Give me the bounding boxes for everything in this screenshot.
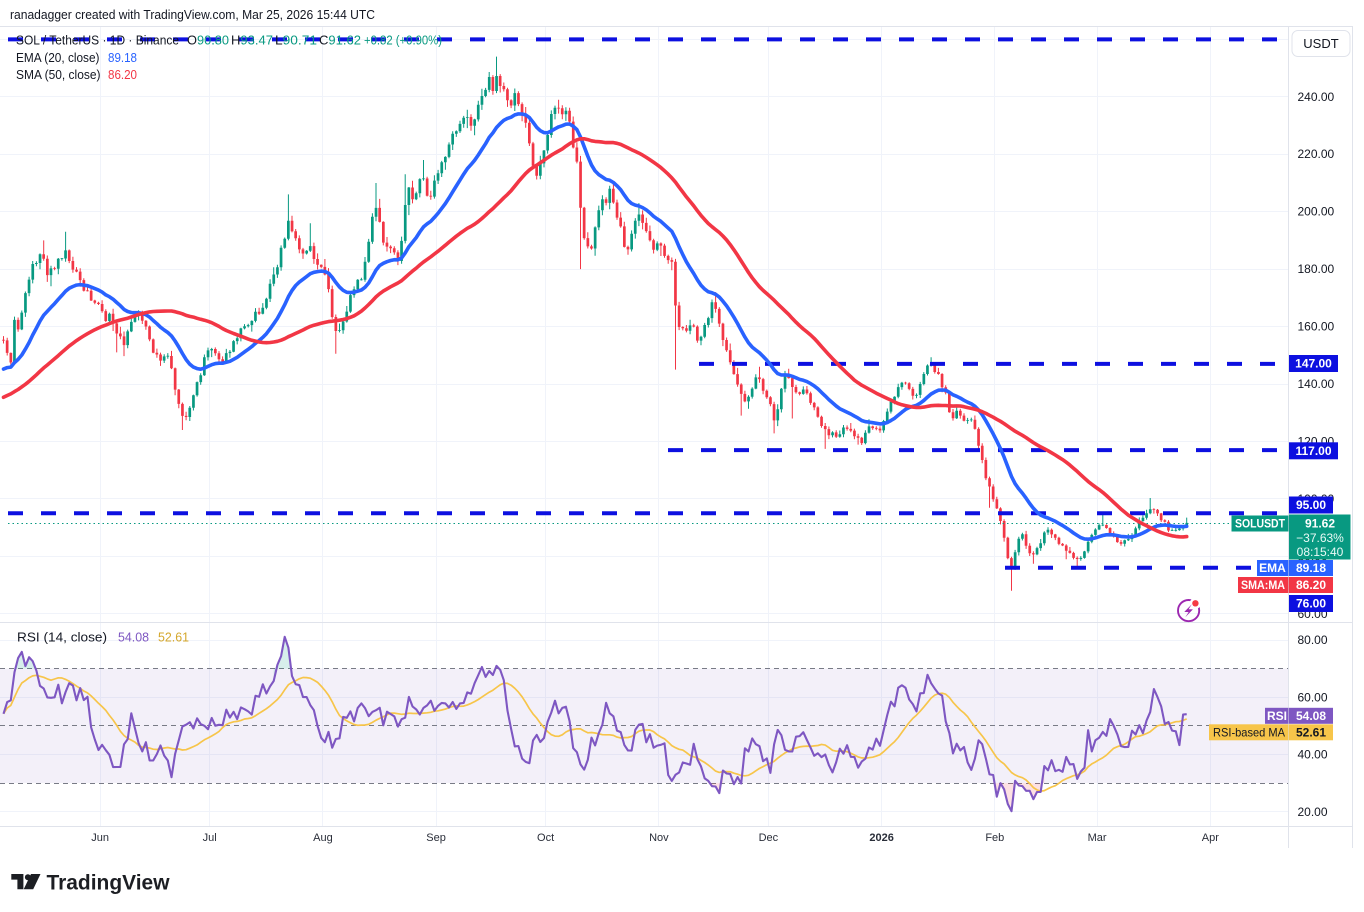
svg-text:Sep: Sep <box>426 832 446 844</box>
svg-text:ranadagger created with Tradin: ranadagger created with TradingView.com,… <box>10 8 375 22</box>
svg-text:RSI-based MA: RSI-based MA <box>1213 725 1285 739</box>
svg-text:Mar: Mar <box>1088 832 1107 844</box>
svg-text:86.20: 86.20 <box>108 68 137 82</box>
svg-text:EMA (20, close): EMA (20, close) <box>16 51 100 65</box>
svg-text:O90.80: O90.80 <box>187 34 229 48</box>
svg-text:SMA (50, close): SMA (50, close) <box>16 68 101 82</box>
svg-text:−37.63%: −37.63% <box>1296 531 1344 545</box>
svg-text:L90.71: L90.71 <box>275 34 317 48</box>
svg-text:220.00: 220.00 <box>1298 147 1335 161</box>
svg-text:80.00: 80.00 <box>1298 633 1328 647</box>
svg-text:200.00: 200.00 <box>1298 205 1335 219</box>
svg-text:52.61: 52.61 <box>158 631 189 645</box>
svg-text:+0.82 (+0.90%): +0.82 (+0.90%) <box>364 34 442 48</box>
svg-text:147.00: 147.00 <box>1295 357 1332 371</box>
svg-text:Oct: Oct <box>537 832 554 844</box>
svg-text:52.61: 52.61 <box>1296 726 1326 740</box>
svg-text:76.00: 76.00 <box>1296 597 1326 611</box>
svg-text:SMA:MA: SMA:MA <box>1241 578 1285 592</box>
svg-text:SOLUSDT: SOLUSDT <box>1235 517 1286 531</box>
svg-text:160.00: 160.00 <box>1298 320 1335 334</box>
svg-text:54.08: 54.08 <box>1296 709 1326 723</box>
svg-text:Jun: Jun <box>91 832 109 844</box>
svg-text:Jul: Jul <box>203 832 217 844</box>
svg-text:20.00: 20.00 <box>1298 805 1328 819</box>
svg-text:89.18: 89.18 <box>1296 561 1326 575</box>
svg-text:117.00: 117.00 <box>1295 444 1331 458</box>
svg-text:EMA: EMA <box>1259 561 1286 575</box>
svg-text:Dec: Dec <box>759 832 779 844</box>
svg-text:C91.62: C91.62 <box>319 34 361 48</box>
svg-text:08:15:40: 08:15:40 <box>1297 545 1344 559</box>
svg-text:Nov: Nov <box>649 832 669 844</box>
svg-text:Aug: Aug <box>313 832 333 844</box>
svg-text:240.00: 240.00 <box>1298 90 1335 104</box>
svg-text:SOL / TetherUS · 1D · Binance: SOL / TetherUS · 1D · Binance <box>16 34 179 48</box>
svg-text:Apr: Apr <box>1202 832 1219 844</box>
svg-text:Feb: Feb <box>985 832 1004 844</box>
svg-text:54.08: 54.08 <box>118 631 149 645</box>
svg-text:86.20: 86.20 <box>1296 578 1326 592</box>
svg-text:H93.47: H93.47 <box>231 34 273 48</box>
svg-text:USDT: USDT <box>1303 36 1338 51</box>
svg-text:RSI (14, close): RSI (14, close) <box>17 631 107 645</box>
svg-text:180.00: 180.00 <box>1298 262 1335 276</box>
svg-text:40.00: 40.00 <box>1298 748 1328 762</box>
svg-text:140.00: 140.00 <box>1298 377 1335 391</box>
svg-text:91.62: 91.62 <box>1305 517 1335 531</box>
svg-text:2026: 2026 <box>869 832 893 844</box>
svg-text:60.00: 60.00 <box>1298 690 1328 704</box>
svg-text:RSI: RSI <box>1267 709 1287 723</box>
svg-text:95.00: 95.00 <box>1296 498 1326 512</box>
svg-text:TradingView: TradingView <box>47 872 171 895</box>
svg-text:89.18: 89.18 <box>108 51 137 65</box>
